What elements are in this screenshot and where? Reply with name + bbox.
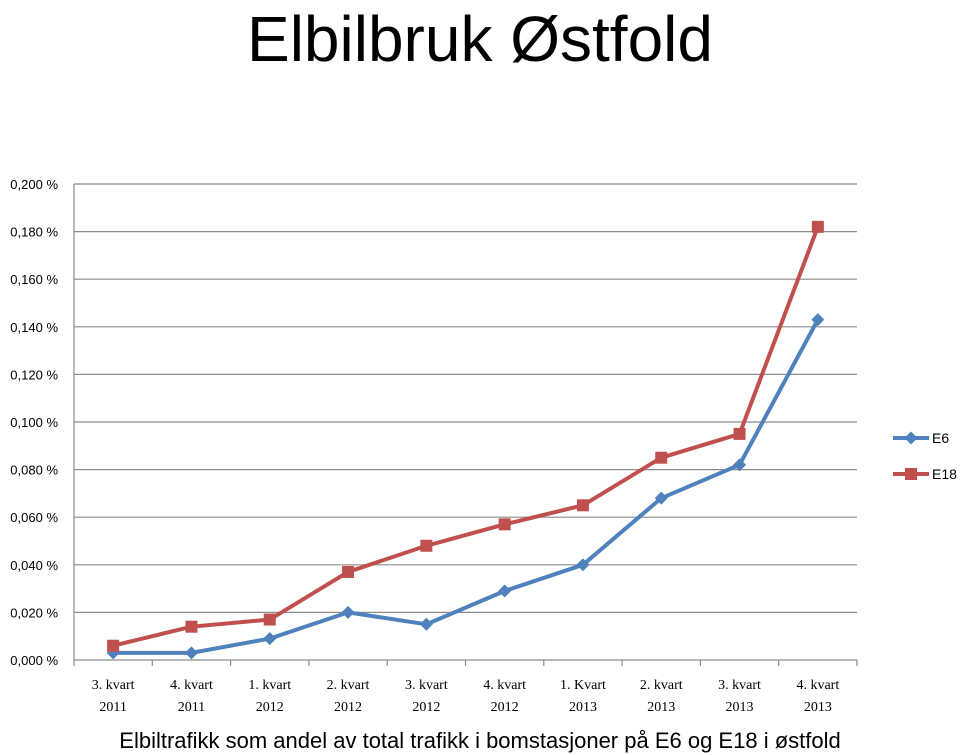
y-tick-label: 0,040 % [10,558,58,573]
x-tick-label: 2. kvart [327,678,370,693]
data-point-e18 [733,427,746,440]
x-tick-label: 2011 [99,700,126,715]
y-tick-label: 0,120 % [10,367,58,382]
y-tick-labels: 0,000 % 0,020 % 0,040 % 0,060 % 0,080 % 0,100… [10,177,58,668]
x-tick-label: 4. kvart [796,678,839,693]
data-point-e18 [811,220,824,233]
x-tick-label: 4. kvart [170,678,213,693]
legend-label-e18: E18 [932,466,957,482]
x-tick-label: 2. kvart [640,678,683,693]
y-tick-label: 0,180 % [10,225,58,240]
x-tick-label: 2013 [569,700,597,715]
x-tick-label: 2012 [256,700,284,715]
axes [73,184,858,666]
y-tick-label: 0,160 % [10,272,58,287]
y-tick-label: 0,080 % [10,463,58,478]
legend-label-e6: E6 [932,430,949,446]
data-point-e6 [654,491,668,505]
x-tick-label: 2011 [178,700,205,715]
y-tick-label: 0,100 % [10,415,58,430]
data-point-e6 [576,558,590,572]
data-point-e18 [185,620,198,633]
x-tick-labels: 3. kvart 2011 4. kvart 2011 1. kvart 2012 2. k… [92,678,840,715]
data-point-e18 [498,518,511,531]
x-tick-label: 2012 [491,700,519,715]
data-point-e18 [655,451,668,464]
x-tick-label: 2013 [647,700,675,715]
x-tick-label: 3. kvart [718,678,761,693]
data-point-e6 [498,584,512,598]
data-point-e6 [341,605,355,619]
y-tick-label: 0,140 % [10,320,58,335]
data-point-e18 [420,539,433,552]
data-point-e6 [263,632,277,646]
data-point-e18 [576,499,589,512]
x-tick-label: 2013 [804,700,832,715]
gridlines [74,183,857,614]
y-tick-label: 0,060 % [10,510,58,525]
x-tick-label: 3. kvart [405,678,448,693]
legend-marker-e18 [905,468,917,480]
legend: E6 E18 [893,430,957,482]
x-axis-title: Elbiltrafikk som andel av total trafikk … [119,728,841,753]
series-markers [106,220,825,660]
data-point-e18 [263,613,276,626]
series-line-e18 [112,226,820,648]
x-tick-label: 4. kvart [483,678,526,693]
x-tick-label: 3. kvart [92,678,135,693]
x-tick-label: 2012 [334,700,362,715]
data-point-e6 [184,646,198,660]
data-point-e6 [733,458,747,472]
series-line-e6 [113,318,820,655]
data-point-e6 [811,313,825,327]
x-tick-label: 2013 [726,700,754,715]
y-tick-label: 0,020 % [10,605,58,620]
series-lines [112,226,820,655]
y-tick-label: 0,200 % [10,177,58,192]
data-point-e18 [342,565,355,578]
chart-title: Elbilbruk Østfold [247,3,713,75]
x-tick-label: 2012 [412,700,440,715]
data-point-e6 [419,617,433,631]
x-tick-label: 1. kvart [248,678,291,693]
x-tick-label: 1. Kvart [560,678,606,693]
y-tick-label: 0,000 % [10,653,58,668]
legend-marker-e6 [904,431,918,445]
data-point-e18 [107,639,120,652]
